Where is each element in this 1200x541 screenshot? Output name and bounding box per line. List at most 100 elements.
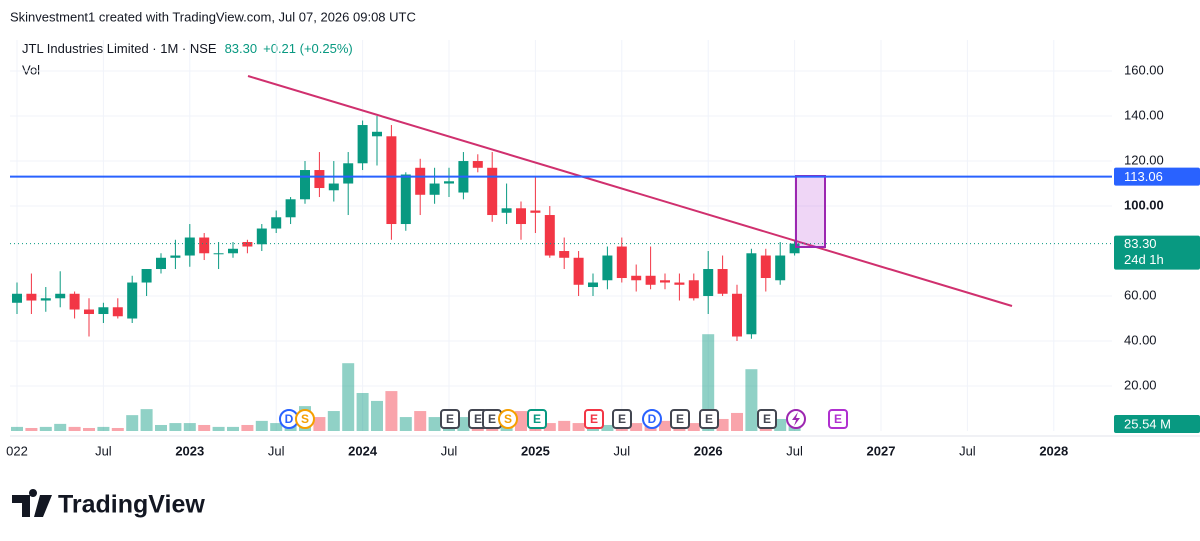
event-letter: S	[301, 412, 309, 426]
x-tick-label: Jul	[268, 443, 285, 458]
event-letter: E	[834, 412, 842, 426]
volume-bar	[399, 417, 412, 431]
x-tick-label: 2028	[1039, 443, 1068, 458]
candle-body	[55, 293, 66, 299]
volume-bar	[25, 427, 38, 431]
candle-body	[127, 282, 138, 319]
candle-body	[242, 242, 253, 247]
event-marker: D	[642, 409, 662, 429]
volume-bar	[630, 423, 643, 431]
event-letter: S	[504, 412, 512, 426]
candle-body	[444, 181, 454, 184]
candle-body	[98, 307, 109, 315]
event-letter: E	[488, 412, 496, 426]
header: JTL Industries Limited · 1M · NSE 83.30 +0…	[22, 41, 353, 56]
candle-body	[285, 199, 296, 218]
volume-bar	[543, 423, 556, 431]
candle-body	[559, 251, 570, 258]
y-tick-label: 20.00	[1124, 377, 1157, 392]
event-badge	[612, 409, 632, 429]
y-tick-label: 160.00	[1124, 62, 1164, 77]
candles	[12, 116, 800, 342]
event-letter: E	[446, 412, 454, 426]
volume-bar	[716, 418, 729, 431]
event-marker: E	[670, 409, 690, 429]
countdown: 24d 1h	[1124, 252, 1164, 267]
x-tick-label: 2025	[521, 443, 550, 458]
volume-bar	[371, 400, 383, 431]
event-marker: E	[757, 409, 777, 429]
volume-bar	[572, 423, 585, 431]
volume-label-box	[1114, 415, 1200, 434]
y-tick-label: 40.00	[1124, 332, 1157, 347]
candle-body	[588, 282, 598, 288]
volume-bar	[342, 363, 355, 431]
candle-body	[199, 237, 210, 254]
volume-bar	[212, 426, 225, 431]
event-marker: E	[584, 409, 604, 429]
candle-body	[688, 280, 699, 299]
candle-body	[760, 255, 771, 279]
logo-icon	[12, 489, 52, 517]
x-tick-label: Jul	[959, 443, 976, 458]
volume-bar	[39, 426, 52, 431]
candle-body	[343, 163, 354, 184]
candle-body	[357, 125, 368, 164]
brand: TradingView	[58, 491, 205, 519]
candle-body	[170, 255, 181, 258]
candle-body	[141, 269, 152, 283]
candle-body	[472, 161, 483, 168]
candle-body	[69, 293, 80, 310]
event-badge	[699, 409, 719, 429]
y-tick-label: 140.00	[1124, 107, 1164, 122]
candle-body	[616, 246, 627, 279]
volume-bar	[356, 392, 369, 431]
volume-bar	[111, 427, 124, 431]
event-letter: E	[676, 412, 684, 426]
hline-label: 113.06	[1124, 169, 1163, 184]
event-marker: S	[295, 409, 315, 429]
candle-body	[732, 293, 742, 337]
x-tick-label: 2023	[175, 443, 204, 458]
last-price-box	[1114, 235, 1200, 270]
candle-body	[213, 253, 224, 255]
candle-body	[12, 293, 22, 303]
event-badge	[828, 409, 848, 429]
volume-bar	[183, 423, 196, 431]
x-tick-label: Jul	[613, 443, 630, 458]
candle-body	[415, 167, 426, 195]
x-tick-label: Jul	[786, 443, 803, 458]
candle-body	[703, 269, 714, 297]
x-tick-label: Jul	[441, 443, 458, 458]
candle-body	[386, 136, 397, 225]
logo: TradingView	[12, 489, 205, 519]
candle-body	[544, 215, 555, 256]
event-badge	[642, 409, 662, 429]
y-tick-label: 120.00	[1124, 152, 1164, 167]
price: 83.30	[225, 41, 258, 56]
change: +0.21 (+0.25%)	[263, 41, 353, 56]
volume-bar	[241, 424, 254, 431]
event-letter: D	[648, 412, 657, 426]
candle-body	[328, 183, 339, 191]
candle-body	[256, 228, 267, 245]
event-badge	[295, 409, 315, 429]
candle-body	[314, 170, 325, 189]
candle-body	[501, 208, 512, 213]
credit: Skinvestment1 created with TradingView.c…	[10, 9, 416, 24]
candle-body	[674, 282, 685, 285]
axis: 20.00 40.00 60.00 100.00 120.00 140.00 160.00 0…	[6, 62, 1200, 458]
candle-body	[487, 167, 498, 216]
event-marker: E	[527, 409, 547, 429]
event-badge	[670, 409, 690, 429]
event-letter: E	[533, 412, 541, 426]
candle-body	[573, 257, 584, 285]
candle-body	[228, 248, 238, 254]
volume-bar	[169, 423, 182, 431]
x-tick-label: 022	[6, 443, 28, 458]
volume-bar	[385, 391, 398, 431]
hline-label-box	[1114, 167, 1200, 186]
volume-bar	[270, 423, 283, 431]
